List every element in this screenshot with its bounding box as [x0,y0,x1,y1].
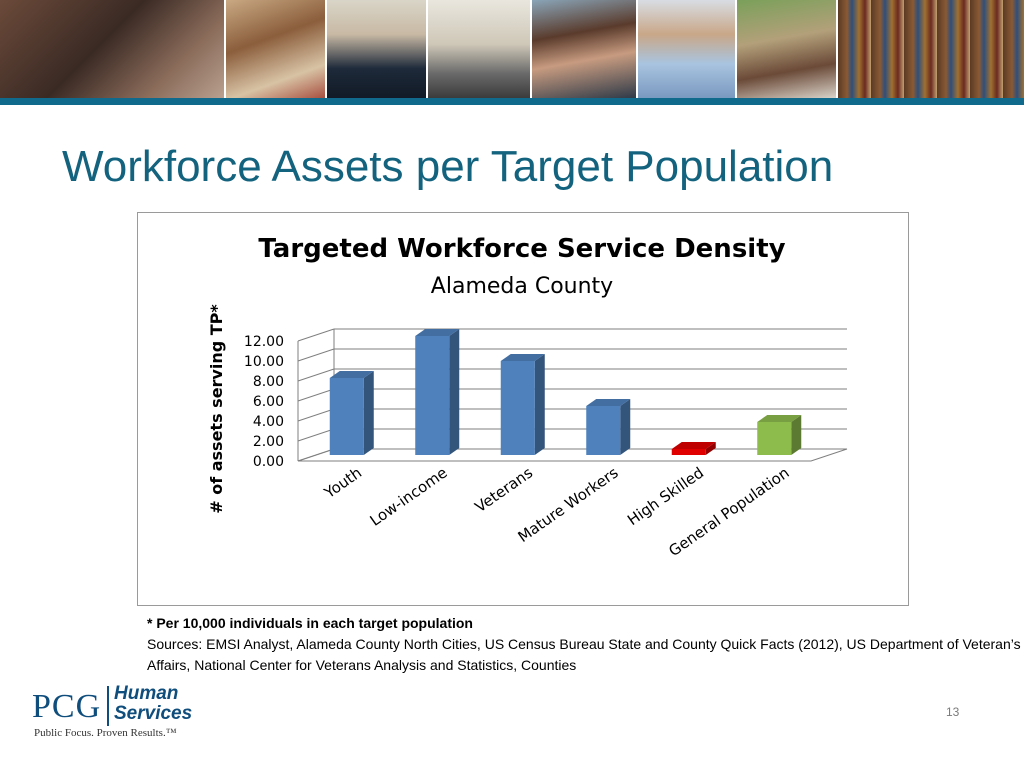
logo-division: Human Services [114,684,192,724]
y-tick-label-2: 4.00 [253,414,284,430]
bar-top-5 [757,415,802,422]
bar-side-5 [791,415,802,455]
bar-side-1 [449,329,460,455]
page-number: 13 [946,705,960,719]
bar-1 [415,336,450,455]
photo-father-and-sons [736,0,836,98]
photo-library-shelves [837,0,1024,98]
logo-divider [107,686,109,726]
bar-5 [757,422,792,455]
pcg-logo: PCG Human Services Public Focus. Proven … [32,684,202,744]
gridline-side-6 [297,328,335,342]
chart-subtitle: Alameda County [431,274,613,299]
bar-top-0 [329,371,374,378]
x-tick-label-4: High Skilled [624,464,707,530]
gridline-side-2 [297,408,335,422]
x-tick-label-1: Low-income [367,464,451,530]
chart-floor [297,448,848,462]
photo-wheelchair-user [427,0,530,98]
footnote: * Per 10,000 individuals in each target … [147,613,1024,676]
y-tick-label-6: 12.00 [244,334,284,350]
bar-top-3 [586,399,631,406]
bar-3 [586,406,621,455]
chart-title: Targeted Workforce Service Density [258,234,785,264]
logo-brand: PCG [32,688,102,725]
gridline-side-5 [297,348,335,362]
bar-top-4 [671,442,716,449]
logo-tagline: Public Focus. Proven Results.™ [34,727,177,739]
bar-side-2 [534,354,545,455]
x-tick-label-2: Veterans [472,463,537,516]
y-tick-label-1: 2.00 [253,434,284,450]
photo-family-hug [0,0,224,98]
gridline-side-3 [297,388,335,402]
chart-frame: 0.00 2.00 4.00 6.00 8.00 10.00 12.00 Youth Low-i… [137,212,909,606]
bar-0 [329,378,364,455]
bar-top-1 [415,329,460,336]
gridline-side-4 [297,368,335,382]
bar-4 [671,449,706,455]
header-photo-strip [0,0,1024,98]
photo-professional-man [637,0,735,98]
logo-division-line2: Services [114,703,193,724]
x-tick-label-0: Youth [320,464,365,503]
y-tick-label-3: 6.00 [253,394,284,410]
y-tick-label-4: 8.00 [253,374,284,390]
photo-child [225,0,325,98]
bar-top-2 [500,354,545,361]
y-tick-label-0: 0.00 [253,454,284,470]
bar-side-0 [363,371,374,455]
footnote-sources: Sources: EMSI Analyst, Alameda County No… [147,636,1021,673]
footnote-note: * Per 10,000 individuals in each target … [147,615,473,631]
slide-title: Workforce Assets per Target Population [62,142,834,191]
photo-smiling-woman [531,0,636,98]
photo-businessman [326,0,426,98]
chart: 0.00 2.00 4.00 6.00 8.00 10.00 12.00 Youth Low-i… [207,234,848,560]
logo-division-line1: Human [114,683,179,704]
y-tick-label-5: 10.00 [244,354,284,370]
bar-side-4 [705,442,716,455]
header-rule [0,98,1024,105]
bar-2 [500,361,535,455]
y-axis-label: # of assets serving TP* [207,304,226,514]
gridline-side-1 [297,428,335,442]
bar-side-3 [620,399,631,455]
plot-area: 0.00 2.00 4.00 6.00 8.00 10.00 12.00 Youth Low-i… [244,328,848,560]
